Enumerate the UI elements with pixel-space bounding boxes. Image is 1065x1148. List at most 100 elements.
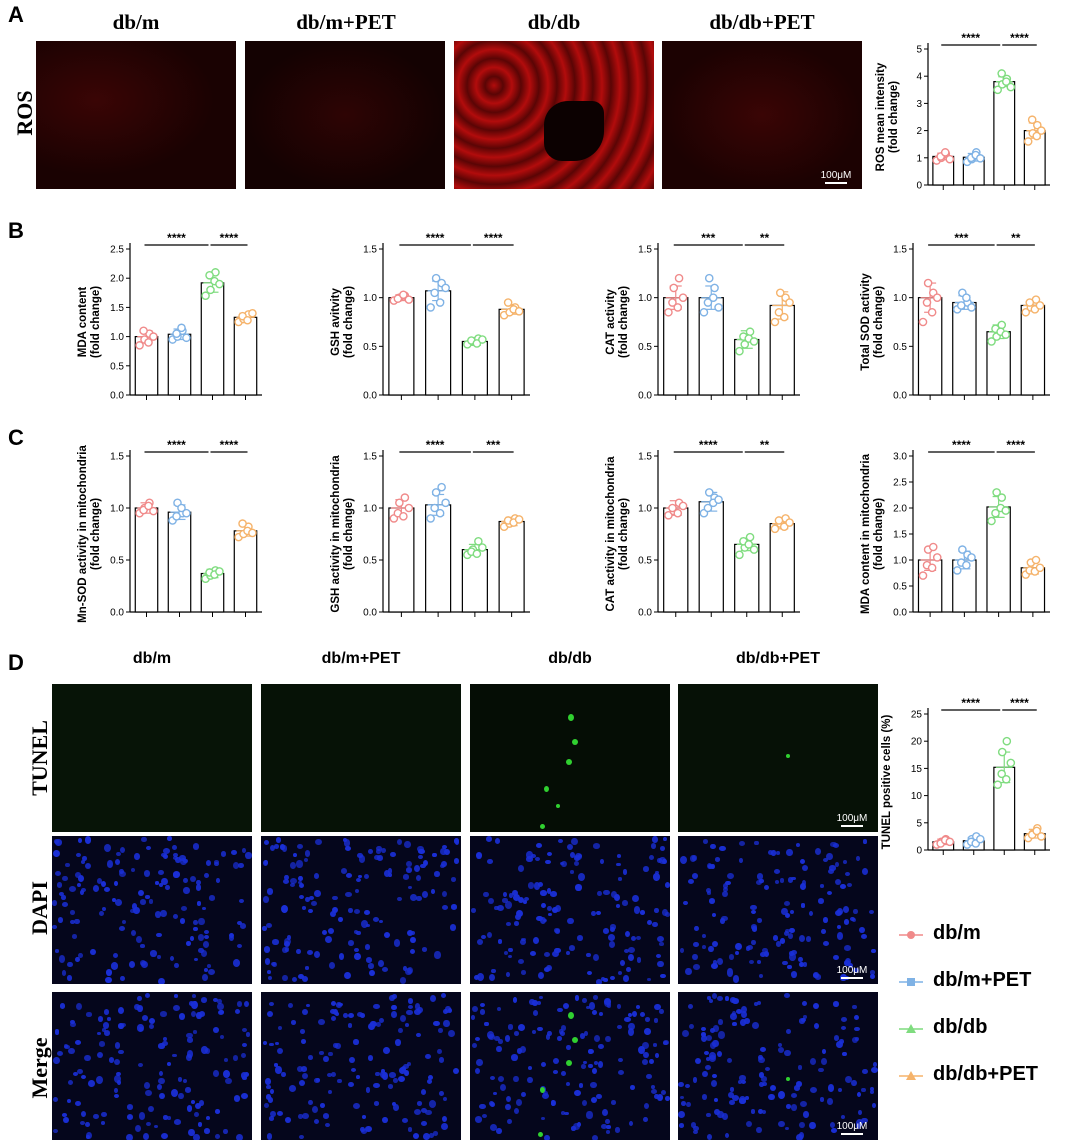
y-tick-label: 1.5 [110, 452, 124, 463]
y-tick-label: 2 [916, 126, 922, 137]
significance-label: **** [1010, 31, 1029, 45]
data-point [967, 303, 976, 312]
data-point [927, 307, 937, 317]
y-tick-label: 5 [916, 45, 922, 56]
data-point [399, 512, 408, 521]
data-point [927, 563, 937, 573]
significance-label: **** [961, 696, 980, 710]
y-tick-label: 1.0 [110, 332, 124, 343]
panel-letter-d: D [8, 650, 24, 675]
data-point [958, 545, 967, 554]
data-point [1006, 82, 1016, 92]
data-point [962, 560, 971, 570]
y-tick-label: 0.0 [363, 608, 377, 619]
data-point [703, 298, 713, 307]
data-point [1037, 832, 1046, 841]
data-point [987, 516, 996, 526]
row-label-ros: ROS [12, 90, 37, 136]
y-tick-label: 2.5 [893, 478, 907, 489]
data-point [669, 283, 679, 293]
y-tick-label: 10 [911, 791, 923, 802]
row-label-tunel: TUNEL [27, 720, 52, 796]
y-tick-label: 3.0 [893, 452, 907, 463]
data-point [932, 293, 942, 302]
data-point [785, 518, 794, 527]
y-tick-label: 0.5 [363, 342, 377, 353]
data-point [704, 273, 714, 283]
data-point [206, 285, 215, 295]
chart-mda-mito: 0.0 0.5 1.0 1.5 2.0 2.5 3.0 MDA content in mito… [860, 438, 1050, 619]
y-axis-label: ROS mean intensity(fold change) [875, 62, 900, 171]
y-tick-label: 1.0 [110, 504, 124, 515]
y-axis-label: CAT activity(fold change) [605, 286, 630, 358]
data-point [922, 298, 932, 307]
data-point [678, 293, 688, 302]
data-point [779, 312, 789, 322]
data-point [674, 273, 684, 283]
data-point [699, 307, 709, 317]
data-point [997, 493, 1007, 502]
y-tick-label: 1.0 [893, 556, 907, 567]
group-header-a-dbm: db/m [112, 10, 160, 34]
data-point [714, 495, 723, 504]
data-point [503, 298, 513, 307]
significance-label: *** [701, 231, 715, 245]
significance-label: **** [484, 231, 503, 245]
merge-image-dbm [52, 992, 252, 1140]
data-point [431, 488, 441, 497]
data-point [1001, 774, 1011, 784]
data-point [745, 327, 755, 337]
y-tick-label: 5 [916, 818, 922, 829]
data-point [248, 308, 257, 318]
data-point [441, 498, 450, 508]
y-tick-label: 0.5 [638, 556, 652, 567]
data-point [976, 834, 985, 844]
data-point [775, 288, 785, 298]
data-point [940, 148, 950, 157]
data-point [740, 340, 750, 349]
data-point [144, 501, 153, 511]
panel-letter-c: C [8, 425, 24, 450]
data-point [437, 482, 446, 492]
significance-label: **** [1006, 438, 1025, 452]
y-tick-label: 0.5 [363, 556, 377, 567]
data-point [139, 326, 148, 336]
bar-dbdb [461, 340, 488, 396]
significance-label: **** [699, 438, 718, 452]
data-point [441, 283, 450, 293]
data-point [426, 514, 435, 523]
data-point [993, 780, 1002, 790]
data-point [745, 532, 755, 542]
data-point [673, 303, 683, 312]
y-tick-label: 1.5 [893, 530, 907, 541]
legend-label-dbdb-pet: db/db+PET [933, 1063, 1038, 1085]
data-point [430, 288, 439, 298]
y-tick-label: 0.0 [110, 608, 124, 619]
data-point [478, 335, 487, 344]
data-point [918, 317, 928, 327]
row-label-merge: Merge [27, 1037, 52, 1099]
panel-letter-b: B [8, 218, 24, 243]
bar-dbdbpet [769, 522, 795, 613]
data-point [992, 488, 1001, 497]
data-point [735, 550, 744, 560]
group-header-a-dbm-pet: db/m+PET [296, 10, 396, 34]
data-point [967, 553, 976, 562]
y-tick-label: 0.5 [110, 361, 124, 372]
legend-label-dbdb: db/db [933, 1016, 988, 1038]
y-tick-label: 0.5 [110, 556, 124, 567]
significance-label: **** [167, 438, 186, 452]
data-point [1032, 131, 1042, 141]
y-tick-label: 1.0 [638, 293, 652, 304]
y-tick-label: 1.5 [893, 245, 907, 256]
data-point [962, 293, 971, 302]
data-point [774, 516, 784, 525]
data-point [238, 519, 247, 528]
data-point [928, 542, 938, 552]
data-point [514, 306, 524, 316]
y-tick-label: 20 [911, 737, 923, 748]
group-header-a-dbdb: db/db [527, 10, 581, 34]
ros-image-dbm-pet [245, 41, 445, 189]
data-point [248, 528, 257, 538]
data-point [149, 332, 158, 341]
